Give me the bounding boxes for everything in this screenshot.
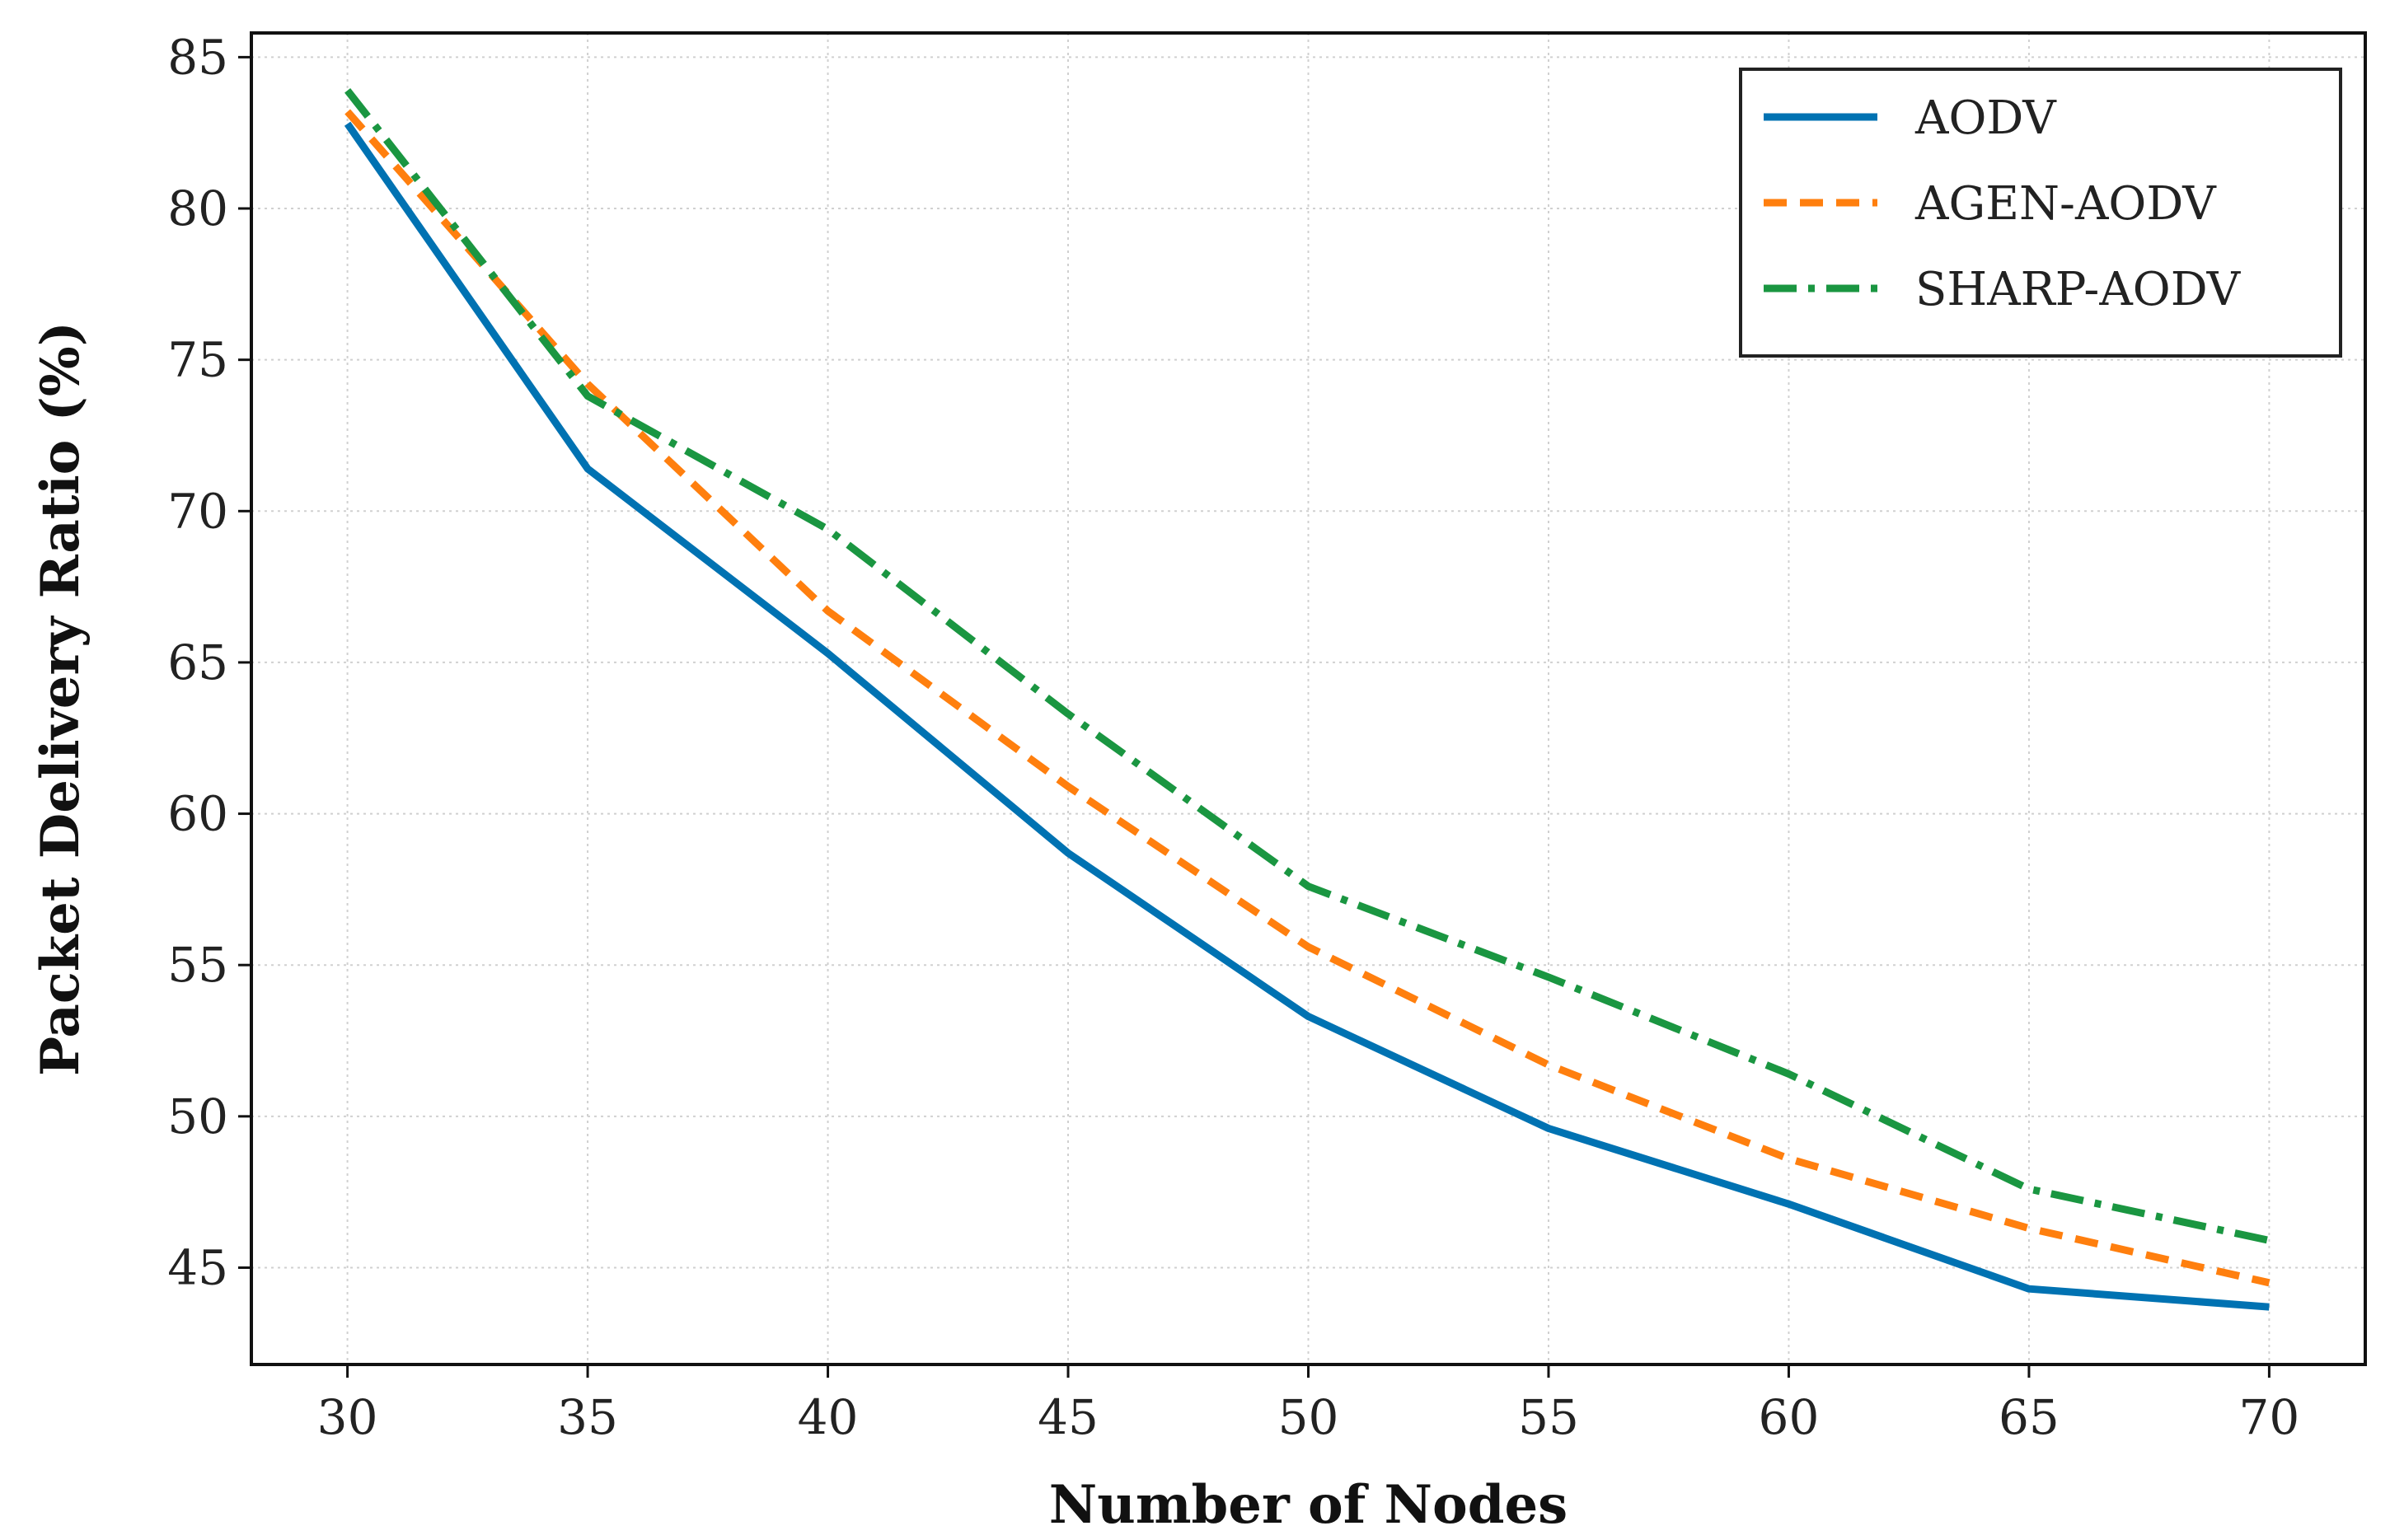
x-tick-label: 60 — [1759, 1389, 1820, 1445]
y-tick-label: 70 — [167, 483, 228, 539]
x-tick-label: 55 — [1518, 1389, 1579, 1445]
legend-entry: AODV — [1764, 91, 2057, 145]
legend-label: SHARP-AODV — [1915, 263, 2242, 316]
y-tick-label: 45 — [167, 1239, 228, 1295]
y-tick-label: 80 — [167, 180, 228, 236]
x-tick-label: 40 — [798, 1389, 859, 1445]
y-axis-title: Packet Delivery Ratio (%) — [30, 321, 91, 1076]
legend-entries: AODV AGEN-AODV SHARP-AODV — [1764, 91, 2242, 316]
grid-layer — [251, 33, 2365, 1364]
x-tick-label: 30 — [317, 1389, 378, 1445]
x-tick-label: 35 — [557, 1389, 618, 1445]
legend-label: AGEN-AODV — [1914, 177, 2217, 231]
x-tick-label: 65 — [1999, 1389, 2060, 1445]
y-tick-label: 85 — [167, 29, 228, 85]
y-tick-label: 60 — [167, 786, 228, 842]
tick-layer: 30 35 40 45 50 55 60 65 70 45 50 55 60 65 70 75 80 85 — [167, 29, 2299, 1445]
legend-entry: AGEN-AODV — [1764, 177, 2217, 231]
series-line-aodv — [344, 121, 2270, 1311]
y-tick-label: 65 — [167, 634, 228, 690]
x-tick-label: 45 — [1038, 1389, 1099, 1445]
legend: AODV AGEN-AODV SHARP-AODV — [1739, 68, 2342, 358]
legend-label: AODV — [1914, 91, 2057, 145]
y-tick-label: 75 — [167, 332, 228, 388]
series-line-agen-aodv — [344, 109, 2270, 1287]
legend-entry: SHARP-AODV — [1764, 263, 2242, 316]
series-layer — [344, 88, 2270, 1311]
y-tick-label: 55 — [167, 937, 228, 993]
series-line-sharp-aodv — [344, 88, 2270, 1244]
x-tick-label: 50 — [1278, 1389, 1339, 1445]
x-axis-title: Number of Nodes — [1049, 1474, 1568, 1536]
x-tick-label: 70 — [2239, 1389, 2300, 1445]
y-tick-label: 50 — [167, 1088, 228, 1144]
